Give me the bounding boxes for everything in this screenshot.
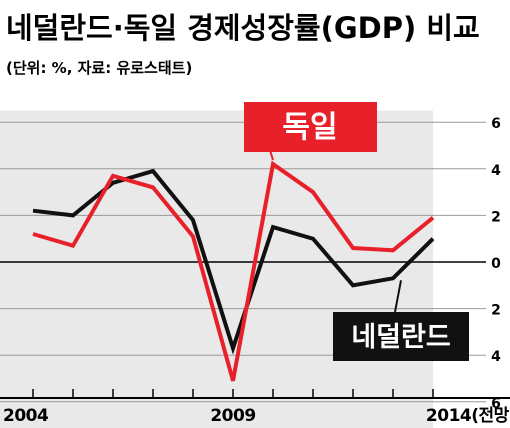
- y-tick-label: 2: [491, 303, 501, 319]
- x-tick-label: 2014(전망): [426, 406, 510, 426]
- series-label-box-germany: [244, 102, 377, 152]
- y-tick-label: 4: [491, 349, 501, 365]
- y-tick-label: 2: [491, 209, 501, 225]
- series-label-germany: 독일: [282, 110, 337, 145]
- chart-title: 네덜란드·독일 경제성장률(GDP) 비교: [6, 11, 480, 45]
- y-tick-label: 6: [491, 116, 501, 132]
- x-tick-label: 2004: [3, 406, 49, 426]
- x-tick-label: 2009: [210, 406, 255, 426]
- callout-leader-netherlands: [394, 280, 402, 313]
- y-tick-label: 0: [491, 256, 501, 272]
- series-label-box-netherlands: [333, 312, 469, 361]
- chart-subtitle: (단위: %, 자료: 유로스태트): [6, 59, 192, 77]
- y-tick-label: 4: [491, 163, 501, 179]
- series-line-netherlands: [32, 168, 435, 355]
- plot-background: [0, 110, 433, 428]
- y-tick-label: 6: [491, 396, 501, 412]
- series-line-germany: [32, 160, 435, 382]
- series-label-netherlands: 네덜란드: [351, 322, 450, 353]
